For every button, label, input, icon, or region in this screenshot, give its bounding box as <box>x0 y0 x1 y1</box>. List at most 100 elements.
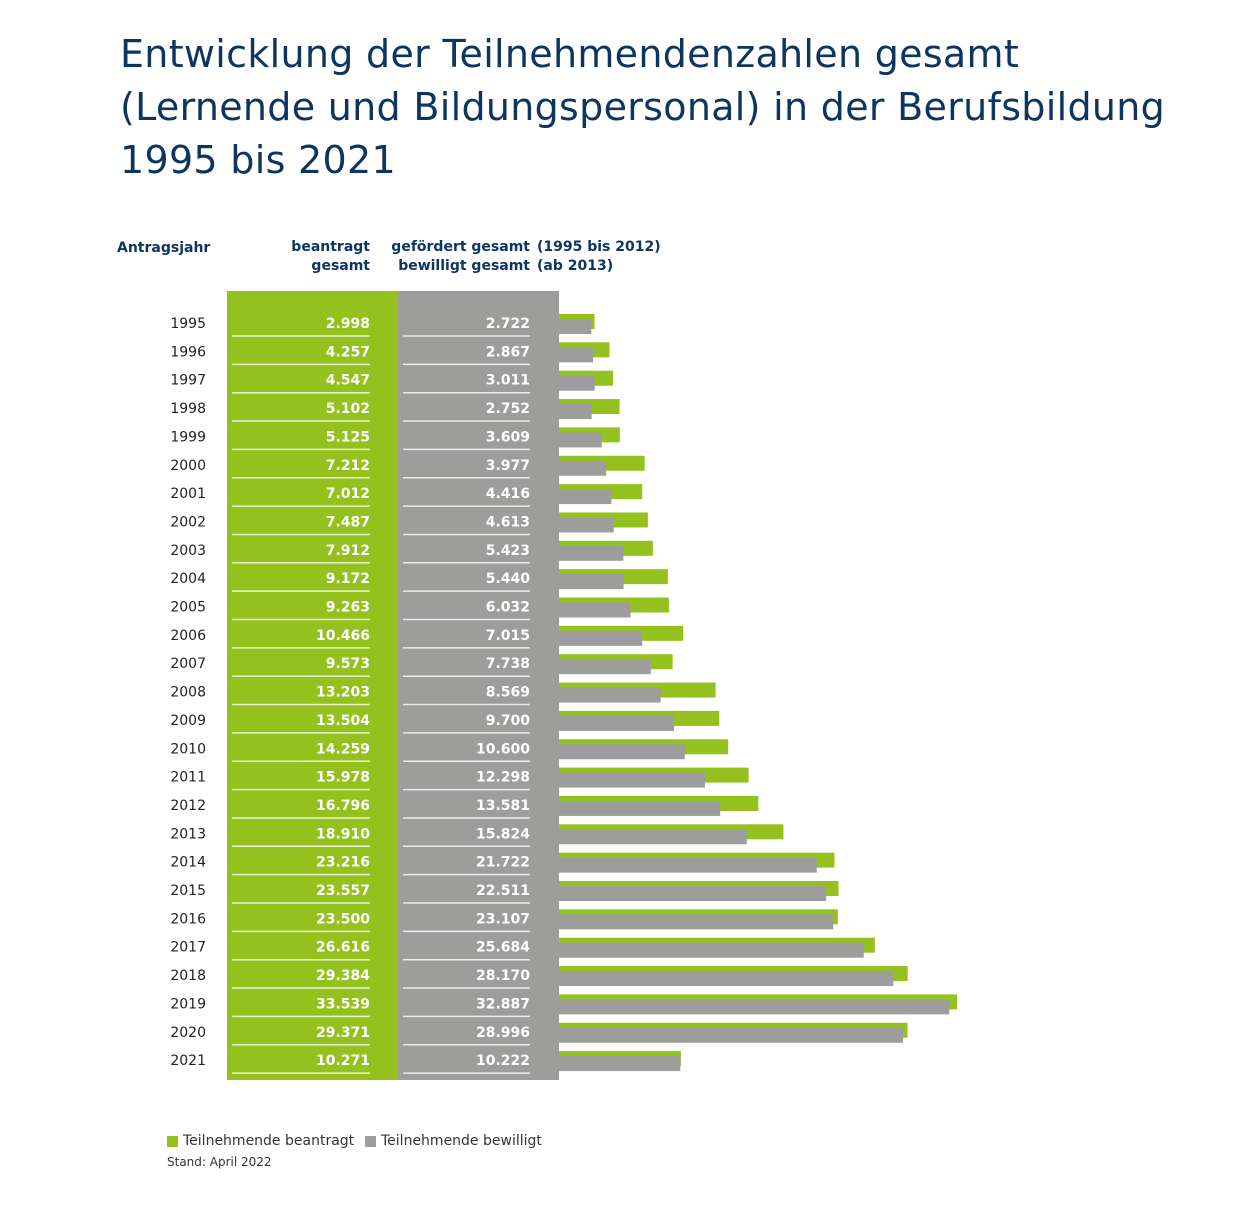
year-label: 2018 <box>170 968 206 984</box>
granted-value-label: 4.416 <box>486 486 530 502</box>
legend-applied: Teilnehmende beantragt <box>167 1133 354 1149</box>
year-label: 2014 <box>170 855 206 871</box>
year-label: 2015 <box>170 883 206 899</box>
granted-value-label: 5.440 <box>486 571 531 587</box>
granted-value-label: 2.752 <box>486 401 530 417</box>
header-granted: gefördert gesamt bewilligt gesamt <box>380 238 530 276</box>
legend-granted: Teilnehmende bewilligt <box>365 1133 542 1149</box>
granted-value-label: 23.107 <box>476 911 530 927</box>
year-label: 2001 <box>170 486 206 502</box>
bar-granted <box>559 659 651 675</box>
year-label: 2007 <box>170 656 206 672</box>
bar-granted <box>559 715 675 731</box>
applied-value-label: 29.384 <box>316 968 370 984</box>
title-line: 1995 bis 2021 <box>120 138 396 182</box>
granted-value-label: 6.032 <box>486 600 530 616</box>
year-label: 1996 <box>170 344 206 360</box>
applied-value-label: 23.557 <box>316 883 370 899</box>
bar-granted <box>559 574 624 590</box>
legend-label: Teilnehmende bewilligt <box>381 1133 542 1149</box>
year-label: 2010 <box>170 741 206 757</box>
bar-granted <box>559 489 612 505</box>
bar-granted <box>559 800 721 816</box>
bar-granted <box>559 914 834 930</box>
year-label: 2000 <box>170 458 206 474</box>
chart-title: Entwicklung der Teilnehmendenzahlen gesa… <box>120 28 1165 187</box>
title-line: (Lernende und Bildungspersonal) in der B… <box>120 85 1166 129</box>
granted-value-label: 12.298 <box>476 770 530 786</box>
applied-value-label: 14.259 <box>316 741 370 757</box>
year-label: 1998 <box>170 401 206 417</box>
bar-granted <box>559 347 594 363</box>
bar-granted <box>559 942 864 958</box>
applied-value-label: 13.203 <box>316 685 370 701</box>
year-label: 1999 <box>170 429 206 445</box>
granted-value-label: 10.600 <box>476 741 530 757</box>
granted-value-label: 32.887 <box>476 996 530 1012</box>
applied-value-label: 33.539 <box>316 996 370 1012</box>
year-label: 1997 <box>170 373 206 389</box>
bar-granted <box>559 432 602 448</box>
applied-value-label: 29.371 <box>316 1025 370 1041</box>
applied-value-label: 26.616 <box>316 940 370 956</box>
applied-value-label: 9.573 <box>326 656 370 672</box>
granted-value-label: 21.722 <box>476 855 530 871</box>
granted-value-label: 4.613 <box>486 514 530 530</box>
applied-value-label: 9.263 <box>326 600 370 616</box>
applied-value-label: 5.102 <box>326 401 370 417</box>
header-granted-line: bewilligt gesamt <box>398 258 530 274</box>
legend-label: Teilnehmende beantragt <box>183 1133 355 1149</box>
header-period-line: (ab 2013) <box>537 258 614 274</box>
bar-granted <box>559 1027 904 1043</box>
granted-value-label: 3.609 <box>486 429 530 445</box>
granted-column <box>398 291 559 1080</box>
applied-value-label: 23.216 <box>316 855 370 871</box>
bar-granted <box>559 545 624 561</box>
applied-value-label: 23.500 <box>316 911 370 927</box>
year-label: 2011 <box>170 770 206 786</box>
bar-granted <box>559 971 894 987</box>
applied-value-label: 5.125 <box>326 429 370 445</box>
header-period-line: (1995 bis 2012) <box>537 239 661 255</box>
year-label: 2004 <box>170 571 206 587</box>
granted-value-label: 10.222 <box>476 1053 530 1069</box>
granted-value-label: 5.423 <box>486 543 530 559</box>
applied-value-label: 7.487 <box>326 514 370 530</box>
bar-granted <box>559 404 592 420</box>
year-label: 1995 <box>170 316 206 332</box>
year-label: 2017 <box>170 940 206 956</box>
applied-value-label: 13.504 <box>316 713 370 729</box>
year-label: 2016 <box>170 911 206 927</box>
applied-value-label: 7.912 <box>326 543 370 559</box>
year-label: 2008 <box>170 685 206 701</box>
granted-value-label: 3.977 <box>486 458 530 474</box>
year-label: 2009 <box>170 713 206 729</box>
bar-granted <box>559 1056 681 1072</box>
granted-value-label: 7.015 <box>486 628 530 644</box>
year-label: 2019 <box>170 996 206 1012</box>
header-applied: beantragt gesamt <box>250 238 370 276</box>
year-label: 2021 <box>170 1053 206 1069</box>
year-label: 2013 <box>170 826 206 842</box>
bar-granted <box>559 602 631 618</box>
granted-value-label: 2.722 <box>486 316 530 332</box>
granted-value-label: 28.170 <box>476 968 530 984</box>
year-label: 2012 <box>170 798 206 814</box>
bar-granted <box>559 829 747 845</box>
applied-value-label: 16.796 <box>316 798 370 814</box>
applied-value-label: 7.212 <box>326 458 370 474</box>
bar-granted <box>559 857 817 873</box>
granted-value-label: 15.824 <box>476 826 530 842</box>
applied-value-label: 2.998 <box>326 316 370 332</box>
granted-value-label: 13.581 <box>476 798 530 814</box>
bar-granted <box>559 630 643 646</box>
header-granted-period: (1995 bis 2012) (ab 2013) <box>537 238 661 276</box>
applied-value-label: 15.978 <box>316 770 370 786</box>
applied-value-label: 4.547 <box>326 373 370 389</box>
year-label: 2003 <box>170 543 206 559</box>
legend-swatch-granted <box>365 1135 376 1147</box>
header-applied-line: beantragt <box>291 239 370 255</box>
applied-value-label: 10.271 <box>316 1053 370 1069</box>
bar-granted <box>559 886 827 901</box>
